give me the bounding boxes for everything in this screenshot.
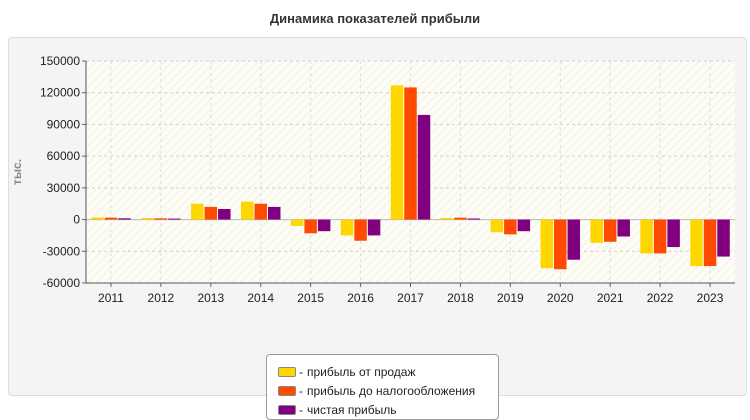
bar-2019-series-2 (504, 219, 517, 235)
legend-label: прибыль до налогообложения (307, 383, 476, 398)
legend-label: прибыль от продаж (307, 364, 416, 379)
bar-2014-series-3 (267, 206, 281, 220)
x-tick-label: 2011 (98, 291, 124, 305)
x-tick-label: 2019 (497, 291, 524, 305)
legend-item: - прибыль до налогообложения (278, 381, 498, 400)
y-tick-label: -30000 (43, 244, 81, 258)
chart-panel: 150000 120000 90000 60000 30000 0 -30000 -60000… (8, 37, 747, 420)
y-tick-label: 0 (73, 213, 80, 227)
bar-2022-series-1 (640, 219, 653, 254)
x-tick-label: 2015 (297, 291, 324, 305)
legend-swatch (278, 366, 296, 377)
legend-item: - прибыль от продаж (278, 362, 498, 381)
bar-2013-series-3 (218, 209, 231, 220)
legend-label: чистая прибыль (307, 402, 397, 417)
bar-2020-series-2 (554, 219, 567, 270)
y-tick-label: 120000 (40, 86, 80, 100)
x-tick-label: 2013 (197, 291, 224, 305)
bar-2021-series-3 (617, 219, 630, 237)
bar-2012-series-2 (154, 218, 168, 220)
bar-2022-series-2 (653, 219, 667, 254)
chart-title: Динамика показателей прибыли (269, 11, 481, 26)
x-tick-label: 2016 (347, 291, 374, 305)
bar-2011-series-3 (118, 218, 131, 220)
bar-2017-series-2 (404, 87, 417, 220)
bar-2023-series-1 (690, 219, 703, 267)
bar-2012-series-1 (141, 217, 154, 220)
bar-2017-series-1 (390, 85, 404, 220)
y-tick-label: 150000 (40, 54, 80, 68)
bar-2015-series-3 (317, 219, 331, 232)
bar-2023-series-2 (703, 219, 717, 267)
bar-2019-series-1 (490, 219, 504, 233)
y-tick-label: 30000 (47, 181, 81, 195)
legend-dash: - (299, 383, 303, 398)
bar-2020-series-3 (567, 219, 581, 260)
bar-2011-series-1 (91, 217, 104, 220)
x-tick-label: 2014 (247, 291, 274, 305)
chart-legend: - прибыль от продаж - прибыль до налогообло… (266, 354, 499, 420)
x-tick-label: 2021 (597, 291, 624, 305)
chart-plot: 150000 120000 90000 60000 30000 0 -30000 -60000… (10, 54, 735, 305)
bar-2011-series-2 (104, 217, 118, 220)
bar-2021-series-1 (590, 219, 603, 243)
bar-2015-series-2 (304, 219, 317, 234)
y-tick-label: 60000 (47, 149, 81, 163)
bar-2021-series-2 (603, 219, 617, 242)
bar-2018-series-2 (454, 217, 467, 220)
bar-2014-series-1 (240, 201, 254, 220)
bar-2022-series-3 (667, 219, 680, 248)
x-tick-label: 2012 (148, 291, 175, 305)
bar-2013-series-2 (204, 206, 218, 220)
x-tick-label: 2022 (647, 291, 674, 305)
bar-2019-series-3 (517, 219, 531, 232)
legend-swatch (278, 404, 296, 415)
bar-2016-series-1 (340, 219, 354, 236)
x-tick-label: 2017 (397, 291, 424, 305)
bar-2018-series-3 (467, 218, 481, 220)
x-tick-label: 2018 (447, 291, 474, 305)
legend-swatch (278, 385, 296, 396)
y-tick-label: -60000 (43, 276, 81, 290)
x-tick-label: 2020 (547, 291, 574, 305)
bar-2014-series-2 (254, 203, 267, 220)
y-tick-label: 90000 (47, 117, 81, 131)
bar-2020-series-1 (540, 219, 554, 269)
legend-dash: - (299, 402, 303, 417)
legend-dash: - (299, 364, 303, 379)
bar-2016-series-2 (354, 219, 367, 241)
bar-2018-series-1 (440, 217, 454, 220)
y-axis-label: тыс. (10, 159, 24, 185)
bar-2017-series-3 (417, 114, 431, 220)
bar-2015-series-1 (290, 219, 304, 226)
bar-2013-series-1 (191, 203, 204, 220)
x-tick-label: 2023 (697, 291, 724, 305)
bar-2016-series-3 (367, 219, 381, 236)
bar-2023-series-3 (717, 219, 730, 257)
bar-2012-series-3 (168, 218, 181, 220)
legend-item: - чистая прибыль (278, 400, 498, 419)
